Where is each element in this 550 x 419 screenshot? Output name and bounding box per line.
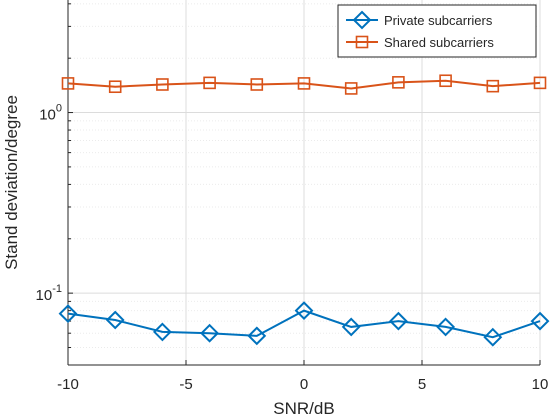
- x-tick-label: 10: [532, 376, 549, 393]
- x-tick-label: 0: [300, 376, 308, 393]
- tick-labels: -10 -5 0 5 10 10-1 100: [36, 103, 549, 393]
- data-point: [344, 82, 358, 95]
- data-point: [392, 76, 405, 89]
- axes: [67, 0, 541, 366]
- series-layer: [58, 74, 550, 347]
- data-point: [439, 74, 452, 88]
- legend-item: Shared subcarriers: [346, 35, 494, 50]
- y-axis-label: Stand deviation/degree: [2, 95, 21, 270]
- legend-marker: [352, 10, 372, 30]
- x-tick-label: -10: [57, 376, 79, 393]
- legend: Private subcarriers Shared subcarriers: [337, 4, 537, 58]
- data-point: [200, 323, 220, 343]
- series-line: [67, 309, 541, 339]
- data-point: [483, 327, 503, 347]
- y-tick-label: 100: [39, 103, 62, 124]
- data-point: [297, 77, 311, 90]
- data-point: [152, 322, 172, 342]
- series-1: [58, 301, 550, 347]
- data-point: [156, 78, 169, 91]
- data-point: [250, 78, 264, 91]
- data-point: [247, 326, 267, 346]
- legend-label: Shared subcarriers: [384, 35, 494, 50]
- y-tick-label: 10-1: [36, 283, 62, 304]
- x-tick-label: -5: [179, 376, 192, 393]
- legend-label: Private subcarriers: [384, 13, 493, 28]
- data-point: [105, 310, 125, 330]
- data-point: [294, 301, 314, 321]
- data-point: [388, 311, 408, 331]
- series-line: [67, 79, 541, 90]
- x-tick-label: 5: [418, 376, 426, 393]
- data-point: [58, 304, 78, 324]
- data-point: [436, 317, 456, 337]
- legend-item: Private subcarriers: [346, 10, 493, 30]
- data-point: [533, 76, 547, 90]
- data-point: [108, 80, 122, 94]
- legend-marker: [355, 35, 369, 49]
- data-point: [486, 79, 500, 93]
- legend-box: [337, 4, 537, 58]
- data-point: [530, 311, 550, 331]
- data-point: [341, 317, 361, 337]
- data-point: [61, 77, 75, 90]
- series-2: [61, 74, 547, 95]
- grid: [67, 0, 541, 365]
- x-axis-label: SNR/dB: [273, 399, 334, 418]
- data-point: [203, 76, 216, 90]
